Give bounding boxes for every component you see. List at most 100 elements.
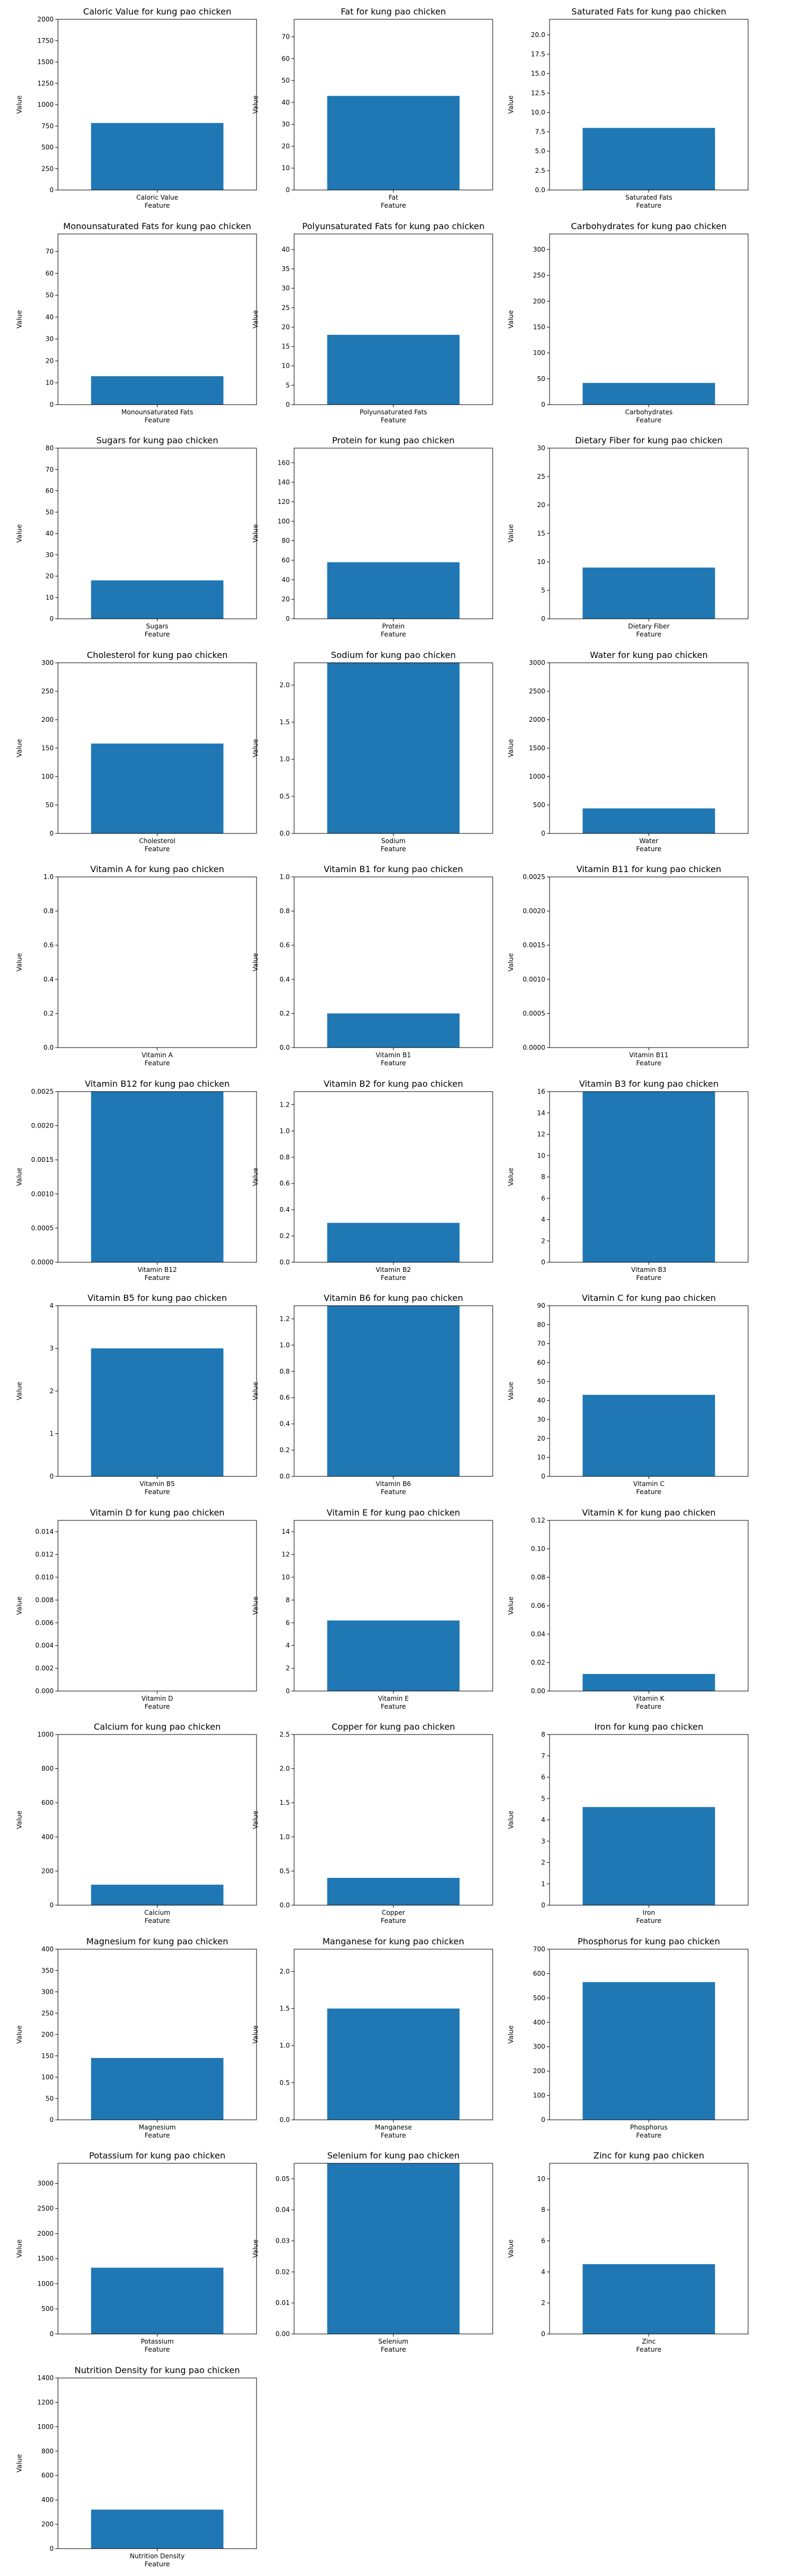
x-axis-label: Feature (636, 1274, 662, 1282)
y-tick-label: 60 (46, 487, 54, 495)
chart-panel-water: 0 500 1000 1500 2000 2500 3000 Water Feature Valu… (507, 650, 749, 853)
y-tick-label: 0.4 (280, 1420, 290, 1428)
y-tick-label: 1000 (529, 773, 545, 780)
y-tick-label: 0 (49, 2545, 54, 2552)
x-axis-label: Feature (636, 2345, 662, 2353)
y-axis-label: Value (251, 2025, 259, 2044)
y-tick-label: 40 (282, 99, 290, 106)
chart-panel-sugars: 0 10 20 30 40 50 60 70 80 Sugars Feature Value Sugar… (15, 435, 257, 638)
x-tick-label: Vitamin B6 (376, 1480, 411, 1488)
chart-title: Saturated Fats for kung pao chicken (572, 6, 726, 17)
y-tick-label: 25 (282, 304, 290, 311)
x-tick-label: Iron (642, 1909, 655, 1916)
y-tick-label: 500 (533, 1994, 545, 2001)
chart-panel-protein: 0 20 40 60 80 100 120 140 160 Protein Feature Value… (251, 435, 493, 638)
y-tick-label: 0.01 (275, 2299, 290, 2307)
chart-title: Sodium for kung pao chicken (331, 650, 456, 660)
y-tick-label: 0.04 (275, 2206, 290, 2214)
y-tick-label: 500 (41, 144, 54, 151)
chart-title: Calcium for kung pao chicken (94, 1722, 221, 1732)
y-tick-label: 0.4 (43, 976, 54, 983)
y-tick-label: 20 (282, 142, 290, 150)
y-axis-label: Value (507, 2025, 515, 2044)
y-tick-label: 0.0015 (31, 1156, 54, 1163)
chart-title: Vitamin E for kung pao chicken (327, 1507, 460, 1518)
y-axis-label: Value (251, 1596, 259, 1615)
y-tick-label: 70 (46, 466, 54, 473)
y-tick-label: 100 (533, 2091, 545, 2099)
x-tick-label: Nutrition Density (130, 2552, 185, 2560)
y-tick-label: 2000 (37, 16, 54, 23)
y-tick-label: 1500 (529, 744, 545, 752)
chart-vitamin-d: 0.000 0.002 0.004 0.006 0.008 0.010 0.012 0.014… (15, 1507, 257, 1710)
bar-vitamin-k (582, 1673, 715, 1691)
y-axis-label: Value (15, 1596, 23, 1615)
y-tick-label: 10 (282, 362, 290, 369)
bar-vitamin-e (327, 1620, 460, 1691)
y-tick-label: 0.0000 (523, 1044, 545, 1051)
chart-panel-vitamin-a: 0.0 0.2 0.4 0.6 0.8 1.0 Vitamin A Feature Value V… (15, 864, 257, 1067)
x-axis-label: Feature (380, 2131, 406, 2139)
x-axis-label: Feature (380, 416, 406, 424)
y-tick-label: 4 (541, 1216, 545, 1223)
y-tick-label: 10 (537, 1152, 545, 1159)
y-tick-label: 6 (286, 1619, 290, 1626)
y-tick-label: 0.0020 (31, 1122, 54, 1129)
y-axis-label: Value (15, 1382, 23, 1401)
x-axis-label: Feature (380, 1274, 406, 1282)
y-tick-label: 200 (41, 716, 54, 723)
y-tick-label: 0 (541, 1258, 545, 1266)
chart-title: Dietary Fiber for kung pao chicken (575, 435, 722, 445)
y-tick-label: 30 (282, 284, 290, 292)
y-tick-label: 0.0015 (523, 941, 545, 949)
y-tick-label: 3 (541, 1838, 545, 1845)
y-tick-label: 0 (49, 1473, 54, 1480)
y-tick-label: 30 (46, 551, 54, 559)
y-tick-label: 0.2 (280, 1446, 290, 1454)
x-tick-label: Fat (389, 194, 398, 201)
chart-polyunsaturated-fats: 0 5 10 15 20 25 30 35 40 Polyunsaturated FatsFeat… (251, 221, 493, 424)
chart-nutrition-density: 0 200 400 600 800 1000 1200 1400 Nutrition Densi… (15, 2365, 257, 2568)
x-tick-label: Magnesium (138, 2124, 175, 2131)
bar-vitamin-b6 (327, 1306, 460, 1476)
bar-monounsaturated-fats (91, 376, 224, 405)
y-tick-label: 5 (541, 587, 545, 594)
x-tick-label: Vitamin C (633, 1480, 664, 1488)
x-axis-label: Feature (636, 845, 662, 853)
y-tick-label: 10 (282, 164, 290, 172)
chart-panel-potassium: 0 500 1000 1500 2000 2500 3000 Potassium Feature… (15, 2150, 257, 2353)
plot-frame (549, 233, 749, 405)
x-tick-label: Manganese (375, 2124, 412, 2131)
chart-panel-phosphorus: 0 100 200 300 400 500 600 700 Phosphorus Feature V… (507, 1936, 749, 2139)
y-tick-label: 8 (541, 1173, 545, 1181)
chart-title: Vitamin B1 for kung pao chicken (324, 864, 463, 874)
y-tick-label: 1.0 (280, 755, 290, 763)
x-tick-label: Protein (382, 623, 405, 630)
chart-panel-caloric-value: 0 250 500 750 1000 1250 1500 1750 2000 Caloric Va… (15, 6, 257, 209)
y-tick-label: 2500 (37, 2205, 54, 2212)
y-tick-label: 0.8 (280, 1153, 290, 1161)
y-tick-label: 3000 (529, 659, 545, 667)
y-tick-label: 12 (537, 1130, 545, 1138)
y-tick-label: 100 (277, 517, 290, 525)
bar-vitamin-b2 (327, 1223, 460, 1262)
y-tick-label: 80 (537, 1321, 545, 1328)
x-axis-label: Feature (380, 630, 406, 638)
x-tick-label: Vitamin K (633, 1695, 665, 1702)
y-axis-label: Value (15, 1167, 23, 1186)
x-tick-label: Vitamin B1 (376, 1051, 411, 1059)
y-tick-label: 0.012 (35, 1550, 54, 1558)
chart-title: Vitamin D for kung pao chicken (90, 1507, 225, 1518)
y-tick-label: 60 (537, 1359, 545, 1366)
y-tick-label: 40 (46, 530, 54, 537)
y-tick-label: 14 (282, 1528, 290, 1535)
y-tick-label: 0.0025 (31, 1088, 54, 1095)
y-tick-label: 0.05 (275, 2175, 290, 2183)
y-tick-label: 0.00 (531, 1687, 545, 1695)
x-axis-label: Feature (380, 201, 406, 209)
